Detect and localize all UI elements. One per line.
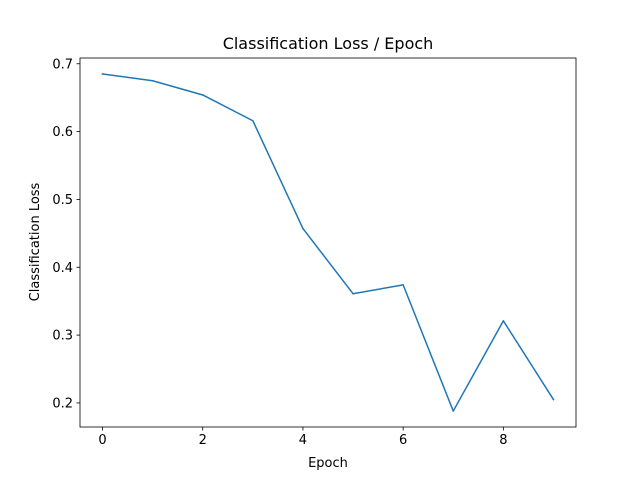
x-tick-label: 0 — [98, 433, 106, 448]
x-axis-label: Epoch — [308, 456, 348, 471]
y-tick-label: 0.5 — [52, 193, 73, 208]
y-axis-label: Classification Loss — [28, 182, 43, 301]
y-tick-label: 0.7 — [52, 57, 73, 72]
data-point — [502, 320, 505, 322]
x-tick-label: 8 — [499, 433, 507, 448]
x-tick-label: 4 — [299, 433, 307, 448]
chart-title: Classification Loss / Epoch — [223, 34, 434, 53]
data-point — [202, 94, 204, 96]
data-point — [252, 119, 254, 122]
data-point — [552, 398, 555, 401]
y-tick-label: 0.2 — [52, 396, 73, 411]
series-line-0 — [101, 73, 555, 412]
plot-area: 0 2 4 6 8 0.2 0.3 0.4 0.5 0.6 0.7 — [52, 57, 577, 448]
x-tick-label: 2 — [199, 433, 207, 448]
y-tick-label: 0.6 — [52, 125, 73, 140]
plot-frame — [79, 57, 577, 428]
data-point — [402, 284, 404, 286]
x-tick-label: 6 — [399, 433, 407, 448]
y-tick-label: 0.4 — [52, 261, 73, 276]
data-point — [452, 410, 454, 412]
data-point — [302, 227, 304, 230]
data-point — [151, 79, 154, 82]
data-point — [101, 73, 104, 75]
data-point — [352, 292, 354, 295]
y-tick-label: 0.3 — [52, 329, 73, 344]
